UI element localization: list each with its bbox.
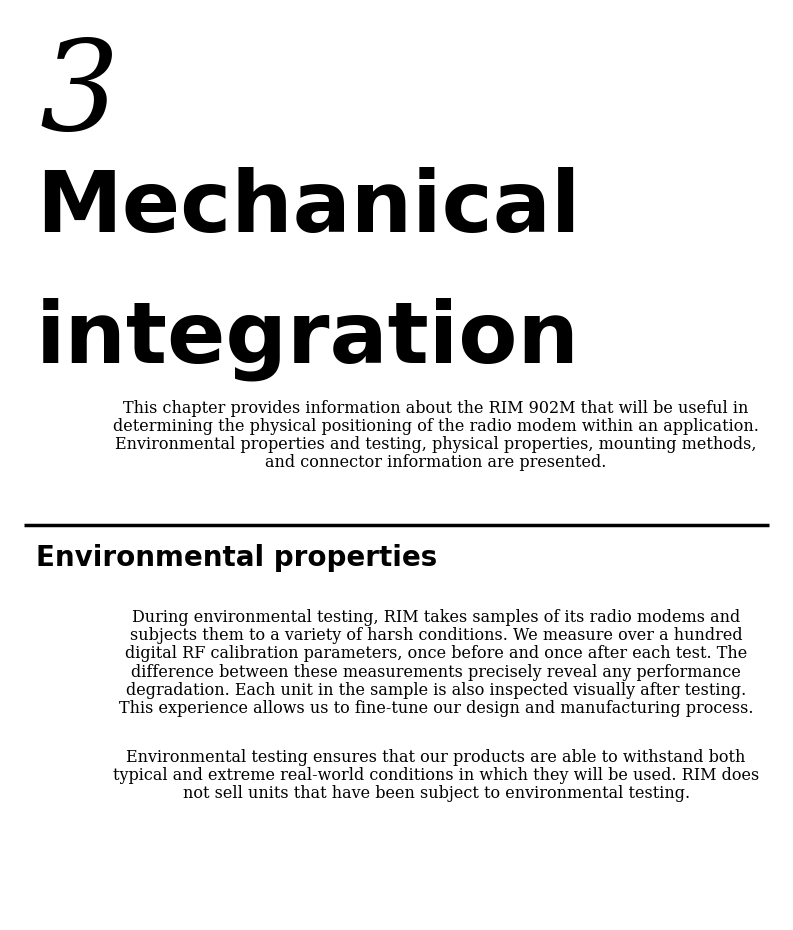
Text: difference between these measurements precisely reveal any performance: difference between these measurements pr… [131,664,741,681]
Text: This chapter provides information about the RIM 902M that will be useful in: This chapter provides information about … [124,400,749,417]
Text: 3: 3 [40,35,119,157]
Text: determining the physical positioning of the radio modem within an application.: determining the physical positioning of … [113,418,759,435]
Text: Environmental testing ensures that our products are able to withstand both: Environmental testing ensures that our p… [126,749,746,765]
Text: During environmental testing, RIM takes samples of its radio modems and: During environmental testing, RIM takes … [132,609,741,626]
Text: and connector information are presented.: and connector information are presented. [266,455,607,472]
Text: Environmental properties and testing, physical properties, mounting methods,: Environmental properties and testing, ph… [116,436,757,453]
Text: This experience allows us to fine-tune our design and manufacturing process.: This experience allows us to fine-tune o… [119,700,753,717]
Text: Environmental properties: Environmental properties [36,544,437,572]
Text: digital RF calibration parameters, once before and once after each test. The: digital RF calibration parameters, once … [125,645,747,662]
Text: integration: integration [36,298,580,381]
Text: typical and extreme real-world conditions in which they will be used. RIM does: typical and extreme real-world condition… [113,766,759,784]
Text: subjects them to a variety of harsh conditions. We measure over a hundred: subjects them to a variety of harsh cond… [130,628,742,644]
Text: not sell units that have been subject to environmental testing.: not sell units that have been subject to… [182,785,690,802]
Text: Mechanical: Mechanical [36,167,580,250]
Text: degradation. Each unit in the sample is also inspected visually after testing.: degradation. Each unit in the sample is … [126,682,746,698]
